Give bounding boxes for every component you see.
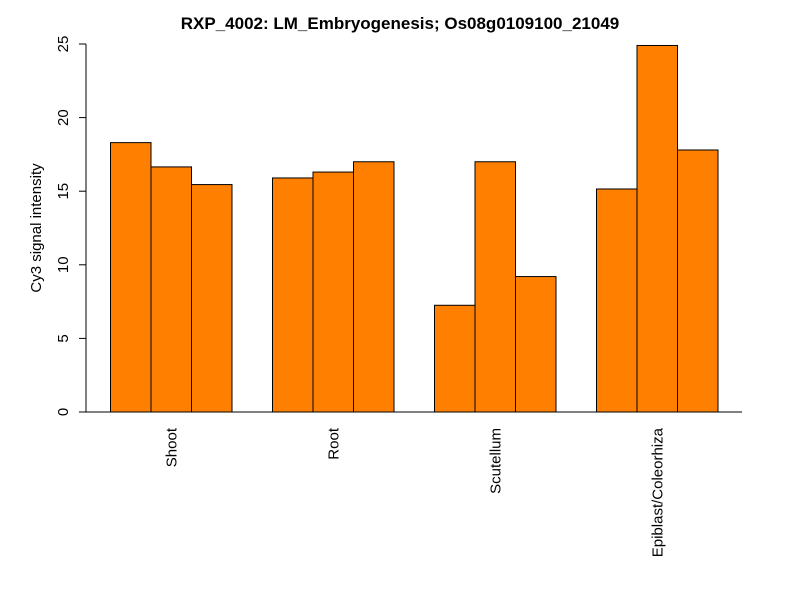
bar-shoot-1 xyxy=(110,142,152,413)
y-tick-label: 20 xyxy=(55,109,72,126)
x-tick-label: Shoot xyxy=(163,427,180,467)
x-axis: Shoot Root Scutellum Epiblast/Coleorhiza xyxy=(86,411,742,557)
x-tick-label: Epiblast/Coleorhiza xyxy=(649,427,666,557)
y-tick-label: 10 xyxy=(55,256,72,273)
y-axis-label: Cy3 signal intensity xyxy=(28,163,45,293)
bar-epiblast-coleorhiza-3 xyxy=(677,149,719,413)
bars-group xyxy=(110,44,719,413)
y-tick-label: 5 xyxy=(55,334,72,342)
y-tick-label: 25 xyxy=(55,36,72,53)
bar-epiblast-coleorhiza-1 xyxy=(596,188,638,413)
bar-epiblast-coleorhiza-2 xyxy=(636,44,678,413)
y-axis: 0 5 10 15 20 25 xyxy=(55,36,87,416)
x-tick-label: Scutellum xyxy=(487,428,504,494)
bar-root-3 xyxy=(353,161,395,413)
bar-root-1 xyxy=(272,177,314,413)
bar-scutellum-1 xyxy=(434,304,476,413)
bar-shoot-2 xyxy=(150,166,192,413)
x-tick-label: Root xyxy=(325,427,342,460)
bar-shoot-3 xyxy=(191,184,233,413)
bar-scutellum-3 xyxy=(515,276,557,413)
bar-root-2 xyxy=(312,171,354,413)
chart-title: RXP_4002: LM_Embryogenesis; Os08g0109100… xyxy=(181,14,619,33)
y-tick-label: 0 xyxy=(55,408,72,416)
bar-scutellum-2 xyxy=(474,161,516,413)
y-tick-label: 15 xyxy=(55,183,72,200)
